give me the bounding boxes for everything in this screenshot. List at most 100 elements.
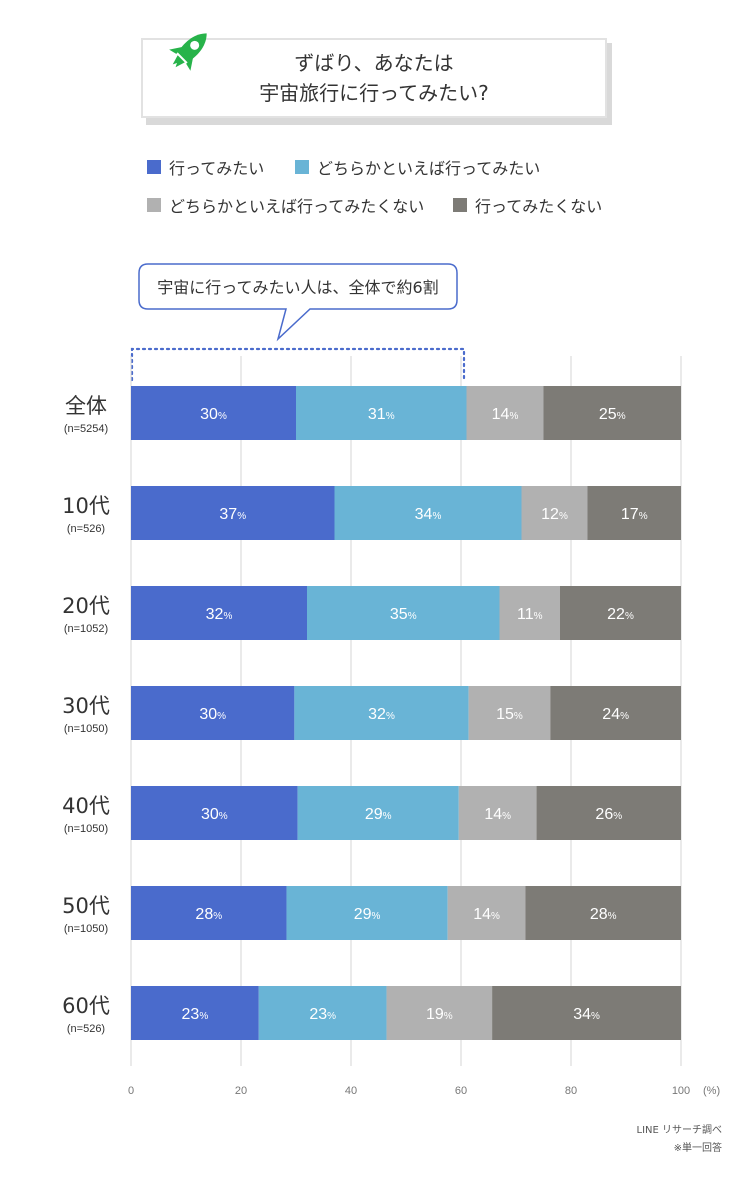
sample-size-label: (n=1050) — [64, 723, 108, 735]
data-label: 26% — [595, 806, 622, 823]
data-label: 32% — [368, 706, 395, 723]
data-label: 34% — [573, 1006, 600, 1023]
legend-label: 行ってみたくない — [475, 197, 603, 216]
bar-segment — [297, 786, 459, 840]
data-label: 28% — [195, 906, 222, 923]
data-label: 11% — [517, 606, 543, 623]
x-tick-label: 100 — [672, 1085, 690, 1097]
sample-size-label: (n=526) — [67, 1023, 105, 1035]
bar-segment — [468, 686, 551, 740]
bar-segment — [131, 886, 287, 940]
bar-segment — [521, 486, 588, 540]
x-unit-label: (%) — [703, 1085, 720, 1097]
bar-segment — [543, 386, 681, 440]
bar-segment — [294, 686, 469, 740]
data-label: 23% — [182, 1006, 209, 1023]
source-line: LINE リサーチ調べ — [636, 1125, 723, 1136]
data-label: 35% — [390, 606, 417, 623]
x-tick-label: 40 — [345, 1085, 357, 1097]
data-label: 32% — [206, 606, 233, 623]
callout: 宇宙に行ってみたい人は、全体で約6割 — [138, 263, 458, 342]
bar-segment — [499, 586, 560, 640]
legend-item: 行ってみたい — [147, 155, 264, 179]
category-label: 全体 — [65, 394, 107, 418]
data-label: 23% — [309, 1006, 336, 1023]
legend-swatch — [147, 160, 161, 174]
legend-swatch — [147, 198, 161, 212]
data-label: 17% — [621, 506, 648, 523]
bar-segment — [560, 586, 681, 640]
data-label: 15% — [496, 706, 523, 723]
sample-size-label: (n=1050) — [64, 923, 108, 935]
category-label: 30代 — [62, 694, 110, 718]
title-line-2: 宇宙旅行に行ってみたい? — [259, 81, 489, 105]
data-label: 34% — [415, 506, 442, 523]
legend-label: 行ってみたい — [169, 159, 265, 178]
data-label: 14% — [473, 906, 500, 923]
category-label: 10代 — [62, 494, 110, 518]
legend-label: どちらかといえば行ってみたい — [317, 159, 541, 178]
source-note: LINE リサーチ調べ ※単一回答 — [637, 1122, 723, 1158]
bar-segment — [587, 486, 681, 540]
bar-segment — [131, 586, 307, 640]
bar-segment — [536, 786, 681, 840]
data-label: 30% — [200, 406, 227, 423]
callout-range-bracket — [130, 347, 466, 382]
bar-segment — [525, 886, 681, 940]
bar-segment — [492, 986, 681, 1040]
legend-item: どちらかといえば行ってみたい — [295, 155, 540, 179]
answer-note: ※単一回答 — [673, 1143, 722, 1154]
data-label: 29% — [365, 806, 392, 823]
category-label: 20代 — [62, 594, 110, 618]
data-label: 37% — [219, 506, 246, 523]
bar-segment — [131, 486, 335, 540]
bar-segment — [334, 486, 522, 540]
data-label: 12% — [541, 506, 568, 523]
legend-item: 行ってみたくない — [453, 193, 602, 217]
bar-segment — [447, 886, 526, 940]
bar-segment — [386, 986, 493, 1040]
bar-segment — [286, 886, 448, 940]
legend-item: どちらかといえば行ってみたくない — [147, 193, 424, 217]
legend-label: どちらかといえば行ってみたくない — [169, 197, 425, 216]
title-line-1: ずばり、あなたは — [294, 51, 454, 75]
bar-segment — [466, 386, 544, 440]
bar-segment — [550, 686, 681, 740]
data-label: 31% — [368, 406, 395, 423]
data-label: 14% — [484, 806, 511, 823]
data-label: 19% — [426, 1006, 453, 1023]
sample-size-label: (n=1052) — [64, 623, 108, 635]
category-label: 60代 — [62, 994, 110, 1018]
data-label: 30% — [199, 706, 226, 723]
data-label: 22% — [607, 606, 634, 623]
x-tick-label: 20 — [235, 1085, 247, 1097]
rocket-icon — [169, 33, 207, 71]
callout-text: 宇宙に行ってみたい人は、全体で約6割 — [157, 278, 439, 297]
x-tick-label: 0 — [128, 1085, 134, 1097]
data-label: 28% — [590, 906, 617, 923]
data-label: 24% — [602, 706, 629, 723]
bar-segment — [458, 786, 537, 840]
bar-segment — [296, 386, 467, 440]
category-label: 40代 — [62, 794, 110, 818]
title-box: ずばり、あなたは 宇宙旅行に行ってみたい? — [141, 38, 607, 118]
x-tick-label: 60 — [455, 1085, 467, 1097]
data-label: 25% — [599, 406, 626, 423]
category-label: 50代 — [62, 894, 110, 918]
bar-segment — [307, 586, 500, 640]
legend-swatch — [295, 160, 309, 174]
sample-size-label: (n=526) — [67, 523, 105, 535]
data-label: 30% — [201, 806, 228, 823]
bar-segment — [131, 986, 259, 1040]
sample-size-label: (n=5254) — [64, 423, 108, 435]
x-tick-label: 80 — [565, 1085, 577, 1097]
legend-swatch — [453, 198, 467, 212]
data-label: 29% — [354, 906, 381, 923]
sample-size-label: (n=1050) — [64, 823, 108, 835]
callout-bubble — [138, 263, 458, 342]
data-label: 14% — [492, 406, 519, 423]
bar-segment — [131, 386, 296, 440]
bar-segment — [131, 686, 295, 740]
bar-segment — [258, 986, 387, 1040]
